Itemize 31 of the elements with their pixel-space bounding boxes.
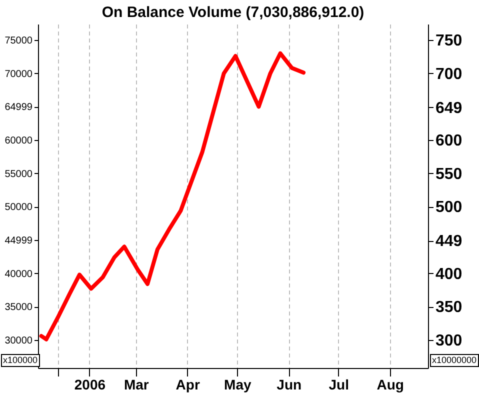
y-tick-label: 60000 (4, 136, 33, 146)
x-tick-label: Mar (124, 376, 150, 392)
y2-tick-label: 500 (436, 199, 462, 216)
y2-tick-label: 750 (436, 32, 462, 50)
y2-tick-label: 649 (436, 100, 462, 117)
x-tick-label: 2006 (74, 376, 106, 392)
y-tick-label: 35000 (4, 302, 33, 314)
y2-tick-label: 550 (436, 166, 462, 183)
y2-tick-label: 400 (436, 266, 462, 283)
y-tick-label: 64999 (4, 102, 33, 114)
x-tick-label: Jul (328, 376, 349, 392)
y2-tick-label: 449 (436, 233, 462, 250)
y-tick-label: 30000 (4, 336, 33, 346)
y2-tick-label: 700 (436, 66, 462, 83)
y-tick-label: 75000 (4, 36, 33, 46)
text: x100000 (1, 354, 40, 367)
chart-title: On Balance Volume (7,030,886,912.0) (102, 4, 364, 21)
y2-tick-label: 350 (436, 299, 462, 316)
line-series (39, 51, 306, 342)
y-tick-label: 50000 (4, 202, 33, 214)
y-tick-label: 44999 (4, 236, 33, 247)
x-tick-label: Jun (276, 376, 302, 392)
y2-tick-label: 600 (436, 132, 462, 150)
x-tick-label: May (224, 376, 252, 392)
y2-tick-label: 300 (436, 332, 462, 350)
x-tick-label: Aug (376, 376, 404, 392)
y-tick-label: 40000 (4, 268, 33, 280)
y-tick-label: 70000 (4, 68, 33, 80)
text: x10000000 (430, 354, 479, 367)
x-tick-label: Apr (176, 376, 200, 392)
y-tick-label: 55000 (4, 168, 33, 180)
